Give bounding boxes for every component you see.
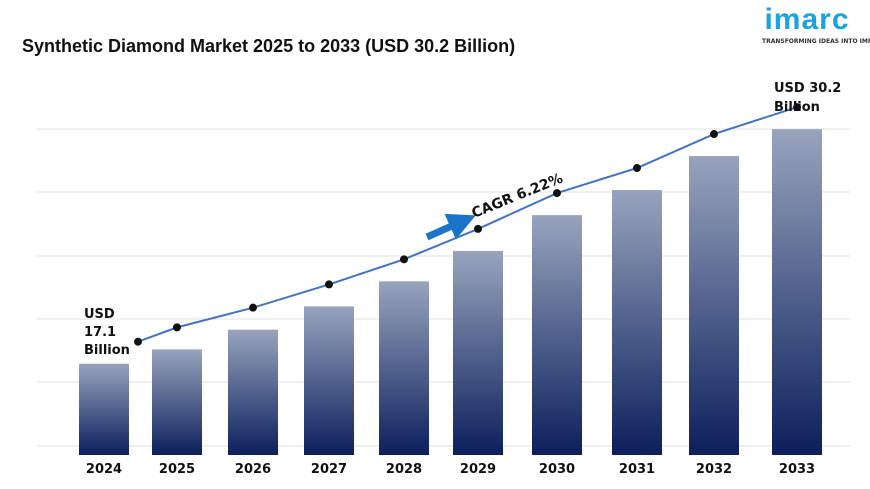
- x-tick-label: 2033: [779, 462, 815, 477]
- x-tick-label: 2031: [619, 462, 655, 477]
- trend-point-2026: [249, 303, 257, 312]
- trend-point-2024: [134, 337, 142, 346]
- trend-point-2031: [633, 164, 641, 173]
- trend-point-2028: [400, 255, 408, 264]
- end-value-label: Billion: [774, 100, 820, 115]
- trend-point-2029: [474, 224, 482, 233]
- logo-tagline: TRANSFORMING IDEAS INTO IMPACT: [762, 38, 870, 45]
- start-value-label: 17.1: [84, 325, 116, 340]
- x-tick-label: 2026: [235, 462, 271, 477]
- bar-2028: [379, 281, 429, 455]
- x-tick-label: 2032: [696, 462, 732, 477]
- bar-2024: [79, 363, 129, 455]
- trend-line: [137, 106, 798, 343]
- start-value-label: Billion: [84, 343, 130, 358]
- bar-2029: [453, 250, 503, 455]
- cagr-arrow-icon: [425, 213, 476, 241]
- trend-point-2025: [173, 323, 181, 332]
- bar-2031: [612, 190, 662, 456]
- imarc-logo: imarc TRANSFORMING IDEAS INTO IMPACT: [762, 2, 870, 45]
- bar-2026: [228, 329, 278, 455]
- start-value-label: USD: [84, 307, 115, 322]
- logo-word: imarc: [764, 3, 850, 36]
- end-value-label: USD 30.2: [774, 81, 841, 96]
- trend-point-2027: [325, 280, 333, 289]
- trend-point-2033: [793, 103, 801, 112]
- trend-point-2032: [710, 130, 718, 139]
- bar-2025: [152, 349, 202, 455]
- x-tick-label: 2030: [539, 462, 575, 477]
- bar-2033: [772, 129, 822, 456]
- x-tick-label: 2028: [386, 462, 422, 477]
- chart-title: Synthetic Diamond Market 2025 to 2033 (U…: [22, 36, 516, 56]
- x-tick-label: 2025: [159, 462, 195, 477]
- trend-point-2030: [553, 189, 561, 198]
- x-tick-label: 2024: [86, 462, 122, 477]
- x-tick-label: 2027: [311, 462, 347, 477]
- bar-2032: [689, 156, 739, 455]
- bar-2027: [304, 306, 354, 455]
- bar-2030: [532, 215, 582, 455]
- x-tick-label: 2029: [460, 462, 496, 477]
